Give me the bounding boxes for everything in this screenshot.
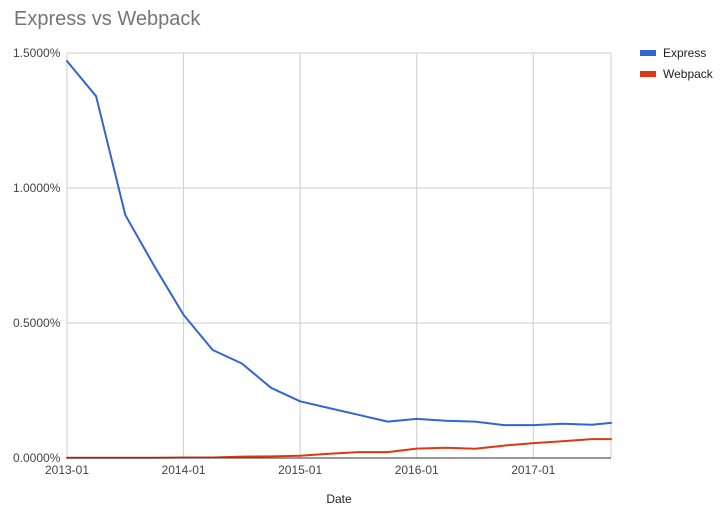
x-tick-label: 2013-01 [45, 463, 89, 477]
x-axis-title: Date [326, 492, 352, 506]
legend-label-webpack: Webpack [663, 67, 714, 81]
y-tick-label: 0.5000% [13, 316, 61, 330]
chart-title: Express vs Webpack [14, 8, 201, 30]
axes: 0.0000% 0.5000% 1.0000% 1.5000% 2013-01 2014-… [13, 46, 611, 477]
x-tick-label: 2014-01 [162, 463, 206, 477]
legend: Express Webpack [640, 46, 714, 81]
series-line-webpack [66, 438, 612, 459]
x-tick-label: 2016-01 [395, 463, 439, 477]
y-tick-label: 1.0000% [13, 181, 61, 195]
series-line-express [66, 60, 612, 427]
x-tick-label: 2015-01 [278, 463, 322, 477]
y-tick-label: 1.5000% [13, 46, 61, 60]
series-lines [66, 60, 612, 459]
x-tick-label: 2017-01 [511, 463, 555, 477]
legend-swatch-express [640, 50, 656, 56]
gridlines [66, 52, 612, 458]
legend-label-express: Express [663, 46, 706, 60]
y-tick-label: 0.0000% [13, 451, 61, 465]
legend-swatch-webpack [640, 71, 656, 77]
